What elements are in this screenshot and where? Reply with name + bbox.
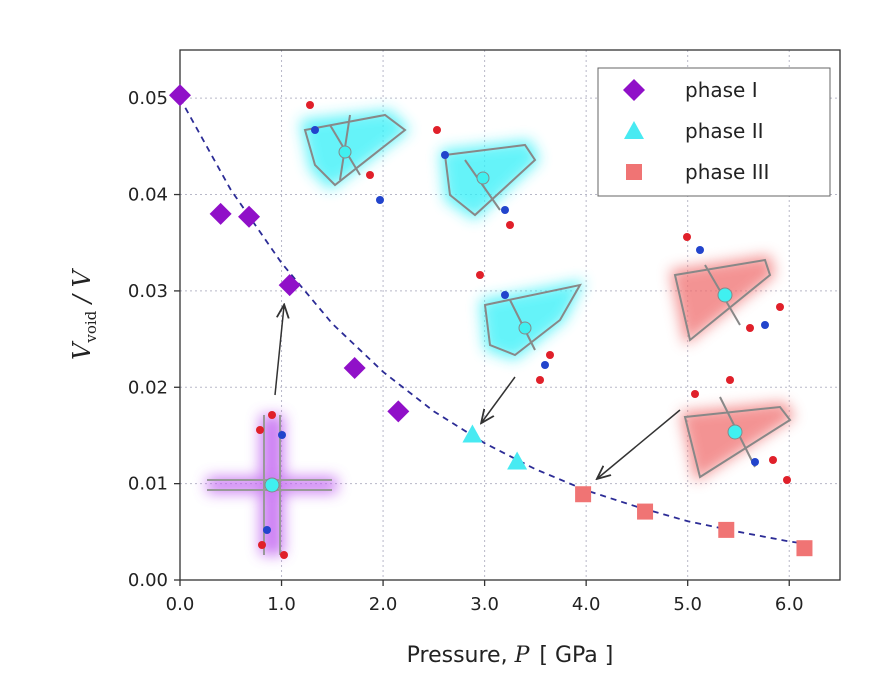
y-label-rest: / V — [68, 267, 96, 310]
arrow — [598, 409, 681, 478]
marker-diamond — [387, 400, 410, 423]
marker-diamond — [169, 84, 191, 107]
marker-square — [637, 503, 654, 520]
molecule-red — [680, 376, 795, 484]
x-axis-label: Pressure, P [ GPa ] — [407, 643, 614, 668]
y-label-main: V — [68, 340, 96, 360]
y-tick-label: 0.03 — [128, 281, 168, 302]
arrow — [482, 376, 516, 422]
marker-diamond — [278, 274, 301, 297]
legend-marker — [624, 121, 644, 139]
marker-diamond — [238, 205, 261, 228]
marker-square — [575, 486, 592, 503]
y-label-sub: void — [82, 310, 100, 343]
y-tick-label: 0.00 — [128, 570, 168, 591]
molecule-cyan — [476, 271, 585, 384]
marker-square — [796, 540, 813, 557]
x-tick-label: 6.0 — [775, 594, 804, 615]
legend-marker — [623, 79, 645, 101]
y-tick-label: 0.04 — [128, 185, 168, 206]
x-label-var: P — [514, 643, 531, 668]
x-label-unit: [ GPa ] — [539, 643, 613, 668]
y-tick-label: 0.05 — [128, 88, 168, 109]
marker-diamond — [209, 202, 232, 225]
x-tick-label: 0.0 — [166, 594, 195, 615]
marker-square — [718, 521, 735, 538]
legend-label: phase II — [685, 119, 764, 143]
y-axis-label: Vvoid / V — [68, 267, 100, 360]
x-tick-label: 1.0 — [267, 594, 296, 615]
marker-diamond — [343, 357, 366, 379]
legend-label: phase I — [685, 78, 758, 102]
molecule-cyan — [300, 101, 410, 204]
x-tick-label: 3.0 — [470, 594, 499, 615]
molecule-purple — [207, 411, 337, 559]
marker-triangle — [462, 424, 483, 443]
molecule-illustrations — [207, 101, 795, 559]
arrow — [274, 306, 284, 396]
molecule-red — [670, 233, 784, 345]
x-tick-label: 5.0 — [673, 594, 702, 615]
legend-label: phase III — [685, 160, 769, 184]
x-label-text: Pressure, — [407, 643, 515, 668]
marker-triangle — [507, 451, 528, 470]
y-tick-label: 0.02 — [128, 377, 168, 398]
plot-frame — [179, 49, 841, 581]
x-tick-label: 2.0 — [369, 594, 398, 615]
x-tick-label: 4.0 — [572, 594, 601, 615]
y-tick-label: 0.01 — [128, 474, 168, 495]
molecule-cyan — [433, 126, 540, 229]
legend-marker — [626, 164, 642, 180]
